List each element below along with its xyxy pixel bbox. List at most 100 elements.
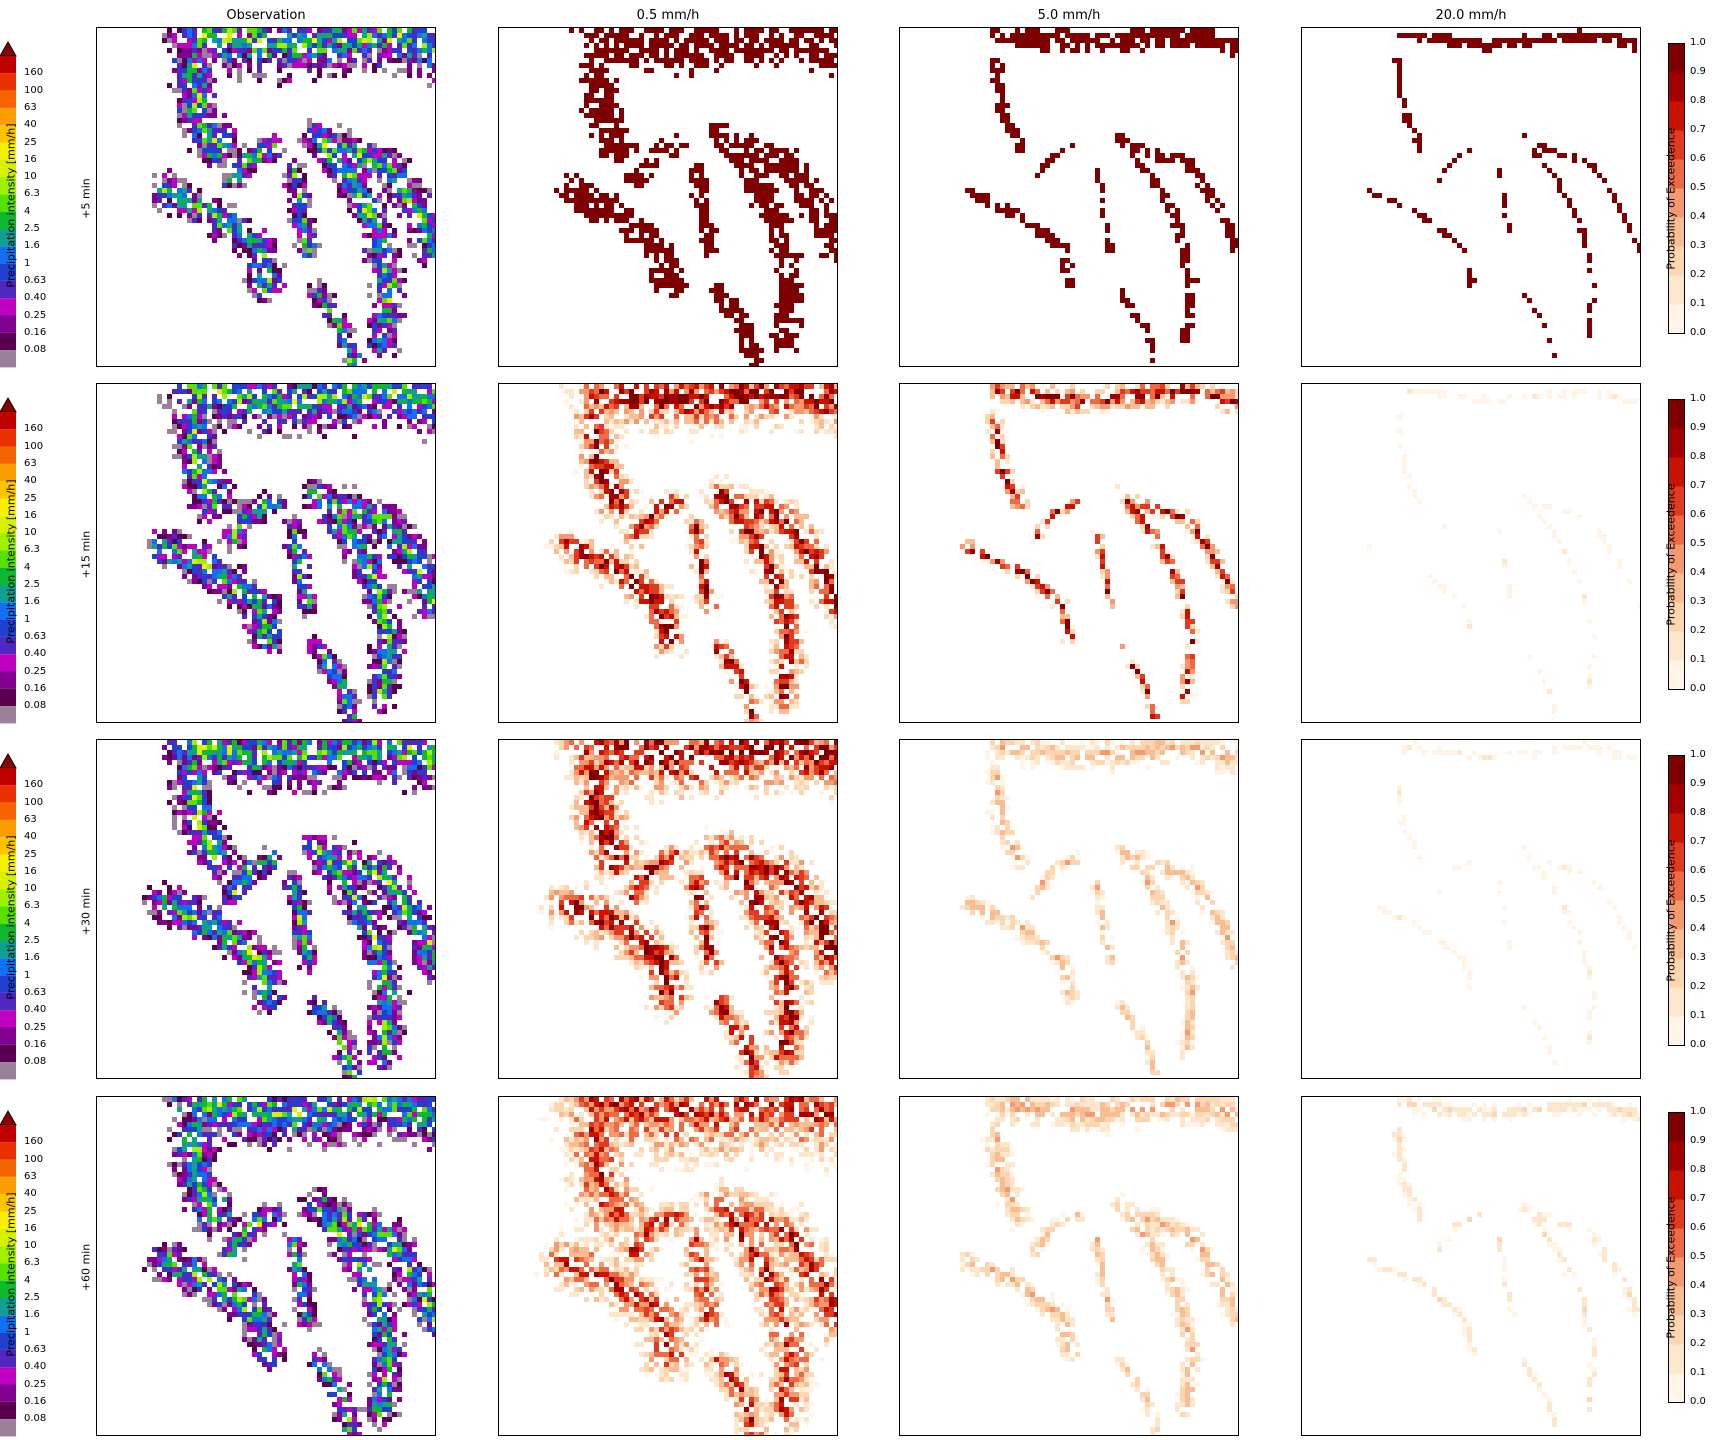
heatmap-cell <box>242 173 247 178</box>
heatmap-cell <box>247 584 252 589</box>
heatmap-cell <box>614 384 619 389</box>
heatmap-cell <box>422 544 427 549</box>
heatmap-cell <box>157 188 162 193</box>
heatmap-cell <box>744 323 749 328</box>
heatmap-cell <box>609 489 614 494</box>
heatmap-cell <box>574 539 579 544</box>
heatmap-cell <box>337 514 342 519</box>
heatmap-cell <box>307 218 312 223</box>
heatmap-cell <box>322 654 327 659</box>
heatmap-cell <box>749 153 754 158</box>
heatmap-cell <box>252 499 257 504</box>
heatmap-cell <box>724 123 729 128</box>
heatmap-cell <box>684 384 689 389</box>
heatmap-cell <box>402 208 407 213</box>
heatmap-cell <box>589 113 594 118</box>
heatmap-cell <box>1200 38 1205 43</box>
heatmap-cell <box>192 28 197 33</box>
heatmap-cell <box>302 614 307 619</box>
heatmap-cell <box>182 133 187 138</box>
heatmap-cell <box>1200 178 1205 183</box>
heatmap-cell <box>337 409 342 414</box>
heatmap-cell <box>749 489 754 494</box>
heatmap-cell <box>332 28 337 33</box>
heatmap-cell <box>1225 223 1230 228</box>
heatmap-cell <box>669 429 674 434</box>
heatmap-cell <box>689 384 694 389</box>
heatmap-cell <box>252 73 257 78</box>
heatmap-cell <box>317 288 322 293</box>
heatmap-cell <box>352 183 357 188</box>
heatmap-cell <box>744 539 749 544</box>
heatmap-cell <box>382 283 387 288</box>
heatmap-cell <box>599 118 604 123</box>
heatmap-cell <box>342 168 347 173</box>
heatmap-cell <box>292 223 297 228</box>
heatmap-cell <box>357 554 362 559</box>
heatmap-cell <box>679 268 684 273</box>
heatmap-cell <box>277 83 282 88</box>
heatmap-cell <box>292 58 297 63</box>
heatmap-cell <box>779 509 784 514</box>
heatmap-cell <box>212 489 217 494</box>
heatmap-cell <box>212 198 217 203</box>
heatmap-cell <box>212 238 217 243</box>
heatmap-cell <box>227 63 232 68</box>
heatmap-cell <box>292 544 297 549</box>
heatmap-cell <box>1175 28 1180 33</box>
heatmap-cell <box>422 203 427 208</box>
heatmap-cell <box>699 529 704 534</box>
heatmap-cell <box>779 213 784 218</box>
heatmap-cell <box>744 509 749 514</box>
heatmap-cell <box>799 33 804 38</box>
heatmap-cell <box>302 534 307 539</box>
heatmap-cell <box>1145 43 1150 48</box>
heatmap-cell <box>327 404 332 409</box>
heatmap-cell <box>182 98 187 103</box>
heatmap-cell <box>784 384 789 389</box>
heatmap-cell <box>584 98 589 103</box>
heatmap-cell <box>417 228 422 233</box>
heatmap-cell <box>332 48 337 53</box>
heatmap-cell <box>1195 183 1200 188</box>
heatmap-cell <box>207 113 212 118</box>
heatmap-cell <box>1060 38 1065 43</box>
heatmap-cell <box>182 208 187 213</box>
heatmap-cells <box>152 28 435 366</box>
heatmap-cell <box>749 178 754 183</box>
heatmap-cell <box>1180 263 1185 268</box>
heatmap-cell <box>387 173 392 178</box>
heatmap-cell <box>342 178 347 183</box>
heatmap-cell <box>694 529 699 534</box>
heatmap-cell <box>1120 43 1125 48</box>
heatmap-cell <box>629 504 634 509</box>
heatmap-cell <box>769 233 774 238</box>
heatmap-cell <box>432 404 435 409</box>
heatmap-cell <box>332 178 337 183</box>
heatmap-cell <box>362 534 367 539</box>
heatmap-cell <box>182 534 187 539</box>
heatmap-cell <box>377 63 382 68</box>
heatmap-cell <box>392 409 397 414</box>
heatmap-cell <box>624 429 629 434</box>
heatmap-cell <box>704 419 709 424</box>
heatmap-cell <box>624 409 629 414</box>
heatmap-cell <box>372 559 377 564</box>
heatmap-cell <box>1000 118 1005 123</box>
heatmap-cell <box>232 248 237 253</box>
heatmap-cell <box>594 78 599 83</box>
heatmap-cell <box>317 639 322 644</box>
heatmap-cell <box>332 38 337 43</box>
heatmap-cell <box>427 599 432 604</box>
heatmap-cell <box>187 98 192 103</box>
heatmap-cell <box>402 313 407 318</box>
row-label-5min: +5 min <box>79 178 93 219</box>
heatmap-cell <box>629 213 634 218</box>
heatmap-cell <box>327 168 332 173</box>
heatmap-cell <box>769 193 774 198</box>
heatmap-cell <box>342 484 347 489</box>
heatmap-cell <box>669 263 674 268</box>
heatmap-cell <box>980 198 985 203</box>
heatmap-cell <box>744 519 749 524</box>
heatmap-cell <box>327 514 332 519</box>
